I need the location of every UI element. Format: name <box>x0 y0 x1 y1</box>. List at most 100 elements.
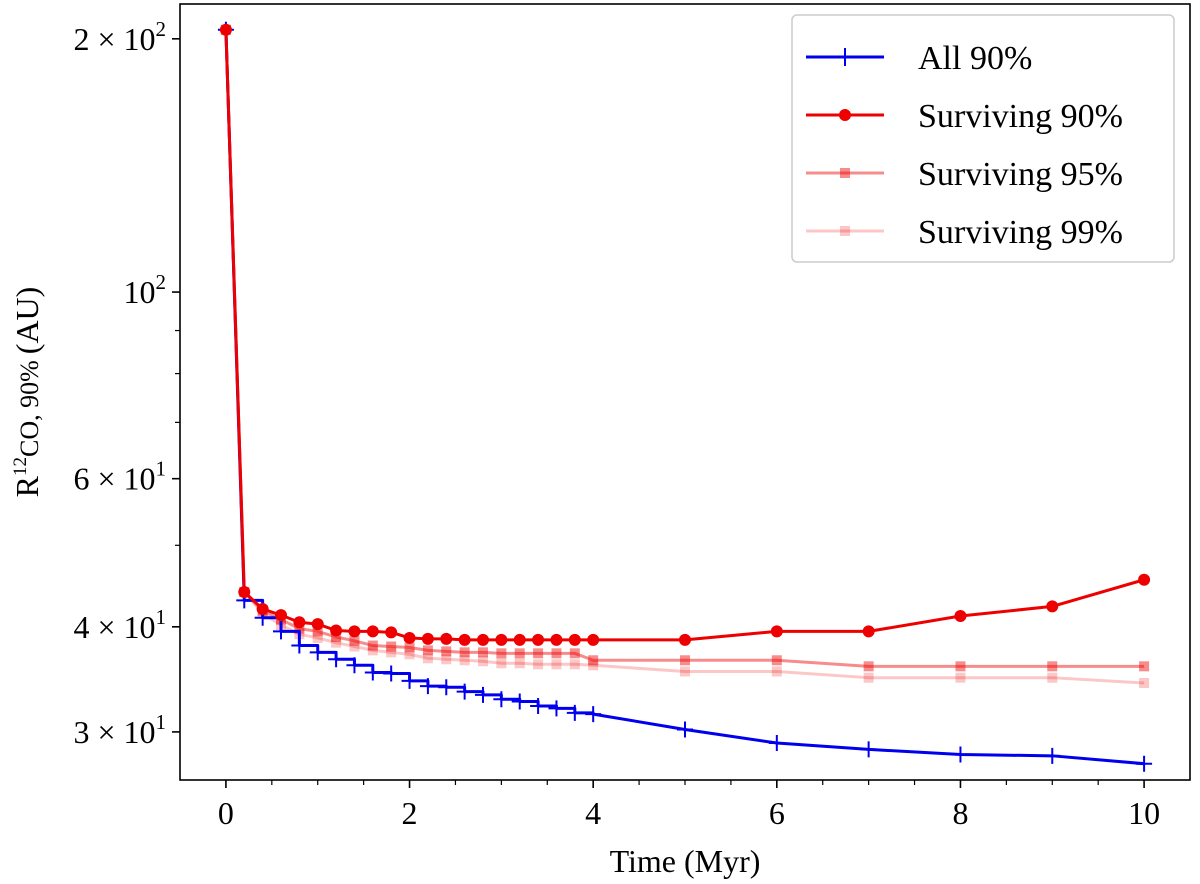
data-point <box>459 647 470 658</box>
y-axis-label-unit: (AU) <box>9 287 45 355</box>
data-point <box>860 741 877 758</box>
legend-marker <box>839 109 851 121</box>
data-point <box>312 626 323 637</box>
data-point <box>955 672 966 683</box>
legend-label: Surviving 90% <box>918 98 1123 135</box>
data-point <box>680 666 690 677</box>
y-tick-label-mantissa: 10 <box>124 274 156 310</box>
data-point <box>273 623 289 640</box>
data-point <box>768 735 785 752</box>
legend-marker <box>840 226 850 236</box>
y-tick-label: 2 × 102 <box>73 17 166 57</box>
data-point <box>456 683 473 700</box>
y-tick-label-exponent: 1 <box>156 710 167 734</box>
data-point <box>955 661 966 672</box>
legend-marker <box>836 48 854 66</box>
data-point <box>495 633 508 646</box>
data-point <box>421 632 434 645</box>
data-point <box>569 659 580 670</box>
data-point <box>514 648 525 659</box>
y-tick-label-exponent: 1 <box>156 605 167 629</box>
data-point <box>330 624 343 637</box>
y-axis-label-main: R <box>9 475 45 497</box>
data-point <box>587 633 600 646</box>
data-point <box>349 641 360 652</box>
data-point <box>440 632 453 645</box>
data-point <box>585 706 602 723</box>
y-tick-label: 102 <box>124 270 167 310</box>
data-point <box>331 637 342 648</box>
data-point <box>568 633 581 646</box>
legend-marker <box>840 168 850 178</box>
y-tick-label: 3 × 101 <box>73 710 166 750</box>
data-point <box>404 642 415 653</box>
data-point <box>385 626 398 639</box>
data-point <box>386 641 397 652</box>
legend-box <box>791 14 1175 263</box>
y-tick-label-exponent: 1 <box>156 457 167 481</box>
data-point <box>493 691 510 708</box>
data-point <box>1044 747 1061 764</box>
x-tick-label: 0 <box>218 795 234 831</box>
data-point <box>532 633 545 646</box>
data-point <box>441 654 452 665</box>
data-point <box>275 609 287 622</box>
data-point <box>680 655 690 666</box>
data-point <box>291 637 308 654</box>
data-point <box>441 646 452 657</box>
data-point <box>401 672 418 689</box>
data-point <box>496 658 507 669</box>
y-tick-label-exponent: 2 <box>156 270 167 294</box>
legend-entries: All 90% Surviving 90% Surviving 95% Survivi… <box>806 40 1123 251</box>
data-point <box>328 651 345 668</box>
data-point <box>256 602 269 615</box>
data-point <box>419 678 436 695</box>
series-layer <box>217 21 1153 772</box>
x-tick-label: 6 <box>769 795 785 831</box>
data-point <box>403 631 416 644</box>
legend-entry: All 90% <box>806 40 1032 77</box>
series-surviving-95- <box>220 24 1150 672</box>
data-point <box>309 644 326 661</box>
data-point <box>386 647 397 658</box>
data-point <box>588 655 599 666</box>
data-point <box>588 660 599 671</box>
x-tick-label: 2 <box>402 795 418 831</box>
data-point <box>550 633 563 646</box>
data-point <box>514 658 525 669</box>
y-tick-label: 6 × 101 <box>73 457 166 497</box>
legend-entry: Surviving 90% <box>806 98 1123 135</box>
legend: All 90% Surviving 90% Surviving 95% Survivi… <box>791 14 1175 263</box>
data-point <box>863 661 874 672</box>
x-tick-label: 10 <box>1128 795 1160 831</box>
legend-entry: Surviving 99% <box>806 214 1123 251</box>
data-point <box>364 664 381 681</box>
data-point <box>551 648 562 659</box>
data-point <box>770 625 783 638</box>
legend-label: Surviving 99% <box>918 214 1123 251</box>
series-all-90- <box>217 21 1153 772</box>
series-line <box>224 29 1145 685</box>
y-axis-label-sub: CO, 90% <box>15 360 44 457</box>
data-point <box>383 665 400 682</box>
data-point <box>1046 600 1059 613</box>
data-point <box>862 625 875 638</box>
y-tick-label-mantissa: 6 × 10 <box>73 461 155 497</box>
data-point <box>533 659 544 670</box>
data-point <box>548 700 565 717</box>
data-point <box>530 698 547 715</box>
data-point <box>771 666 782 677</box>
y-tick-label-mantissa: 4 × 10 <box>73 609 155 645</box>
data-point <box>952 746 969 763</box>
y-tick-label-mantissa: 2 × 10 <box>73 21 155 57</box>
data-point <box>677 721 693 738</box>
series-line <box>224 29 1145 668</box>
y-axis-label: R12CO, 90% (AU) <box>9 287 45 498</box>
legend-entry: Surviving 95% <box>806 156 1123 193</box>
y-tick-label-mantissa: 3 × 10 <box>73 714 155 750</box>
data-point <box>475 686 491 703</box>
legend-label: All 90% <box>918 40 1032 77</box>
y-tick-label-exponent: 2 <box>156 17 167 41</box>
data-point <box>366 625 379 638</box>
